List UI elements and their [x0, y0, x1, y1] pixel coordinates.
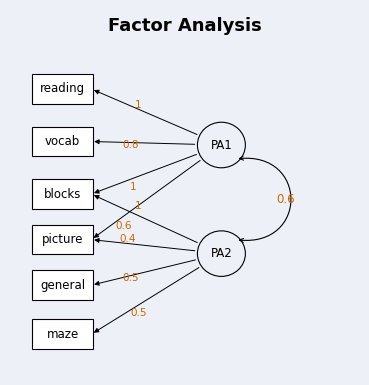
- Text: 1: 1: [135, 201, 142, 211]
- Text: 0.6: 0.6: [277, 193, 295, 206]
- Text: maze: maze: [46, 328, 79, 341]
- Text: picture: picture: [42, 233, 83, 246]
- Text: 0.4: 0.4: [119, 234, 135, 244]
- Text: general: general: [40, 279, 85, 292]
- FancyBboxPatch shape: [32, 319, 93, 349]
- Text: Factor Analysis: Factor Analysis: [108, 17, 261, 35]
- Text: 0.8: 0.8: [123, 140, 139, 150]
- Text: PA2: PA2: [211, 247, 232, 260]
- Text: vocab: vocab: [45, 135, 80, 148]
- Text: 0.6: 0.6: [115, 221, 132, 231]
- Text: 0.5: 0.5: [130, 308, 146, 318]
- FancyBboxPatch shape: [32, 270, 93, 300]
- Text: 1: 1: [135, 100, 142, 110]
- FancyBboxPatch shape: [32, 127, 93, 156]
- Text: 0.5: 0.5: [123, 273, 139, 283]
- Text: reading: reading: [40, 82, 85, 95]
- Text: PA1: PA1: [211, 139, 232, 152]
- FancyBboxPatch shape: [32, 179, 93, 209]
- FancyBboxPatch shape: [32, 225, 93, 254]
- Text: blocks: blocks: [44, 187, 82, 201]
- FancyBboxPatch shape: [32, 74, 93, 104]
- FancyArrowPatch shape: [239, 156, 291, 243]
- Text: 1: 1: [130, 182, 136, 192]
